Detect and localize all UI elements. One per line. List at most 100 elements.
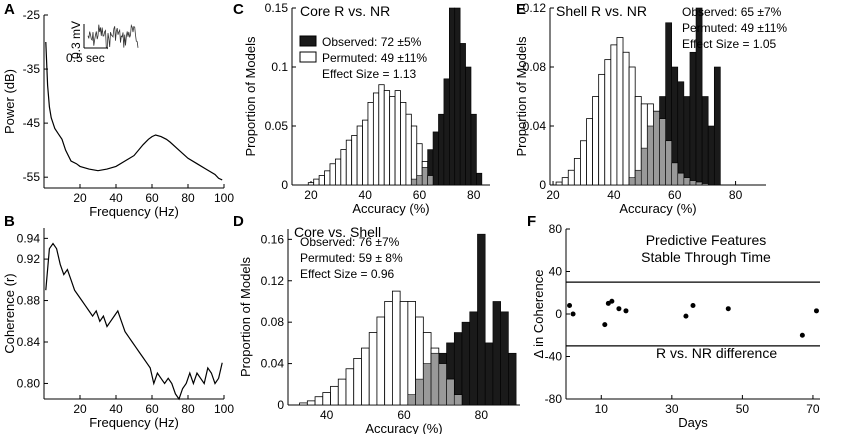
y-tick-label: 0.05 (265, 119, 289, 133)
legend-label-permuted: Permuted: 59 ± 8% (300, 251, 403, 265)
x-tick-label: 20 (73, 191, 87, 205)
overlap-bar (665, 140, 672, 186)
panel-letter-F: F (527, 213, 536, 230)
inset-trace (87, 24, 139, 50)
observed-bar (683, 96, 691, 186)
panel-E-chart: 20 40 60 80 0 0.04 0.08 0.12 Accuracy (%) Proport… (514, 1, 787, 216)
data-point (813, 308, 819, 314)
y-tick-label: 0.92 (17, 252, 41, 266)
y-tick-label: 80 (549, 222, 563, 236)
permuted-bar (299, 402, 308, 406)
threshold-label: R vs. NR difference (656, 345, 777, 361)
y-tick-label: -80 (545, 392, 563, 406)
x-axis-label: Accuracy (%) (619, 201, 696, 216)
y-tick-label: 0.04 (261, 357, 285, 371)
chart-title-line: Stable Through Time (641, 249, 771, 265)
overlap-bar (659, 118, 666, 186)
y-tick-label: 0.15 (265, 1, 289, 15)
observed-bar (432, 131, 439, 186)
legend-label-observed: Observed: 65 ±7% (682, 5, 782, 19)
permuted-bar (307, 182, 315, 186)
legend-swatch-observed (299, 35, 317, 47)
data-point (602, 322, 608, 328)
overlap-bar (628, 177, 636, 186)
x-tick-label: 40 (359, 188, 373, 202)
x-tick-label: 80 (467, 188, 481, 202)
y-tick-label: -25 (23, 8, 41, 22)
panel-A-chart: 20 40 60 80 100 -25 -35 -45 -55 Frequency (Hz) Pow… (2, 8, 234, 219)
permuted-bar (410, 125, 418, 186)
permuted-bar (604, 59, 612, 186)
x-tick-label: 40 (109, 402, 123, 416)
scale-time-label: 0.5 sec (66, 51, 105, 65)
overlap-bar (671, 162, 679, 186)
x-tick-label: 80 (181, 402, 195, 416)
overlap-bar (701, 183, 709, 186)
observed-bar (701, 96, 709, 186)
observed-bar (508, 352, 517, 406)
y-tick-label: -55 (23, 170, 41, 184)
permuted-bar (372, 92, 380, 186)
effect-size-label: Effect Size = 1.13 (322, 67, 416, 81)
panel-F-chart: 10 30 50 70 -80 -40 0 40 80 Days Δ in Coherence Pre… (531, 222, 820, 430)
y-tick-label: 0.04 (523, 119, 547, 133)
permuted-bar (322, 392, 331, 406)
y-tick-label: 0.16 (261, 232, 285, 246)
y-tick-label: 0.80 (17, 376, 41, 390)
permuted-bar (598, 73, 606, 186)
x-tick-label: 40 (607, 188, 621, 202)
effect-size-label: Effect Size = 1.05 (682, 37, 776, 51)
permuted-bar (394, 90, 401, 186)
permuted-bar (356, 125, 363, 186)
overlap-bar (689, 180, 697, 186)
observed-bar (713, 66, 721, 186)
panel-letter-A: A (4, 1, 15, 18)
permuted-bar (383, 90, 391, 186)
overlap-bar (634, 169, 642, 186)
observed-bar (500, 311, 509, 406)
y-axis-label: Proportion of Models (238, 257, 253, 377)
permuted-bar (567, 169, 575, 186)
chart-title: Shell R vs. NR (556, 3, 647, 19)
y-tick-label: 0 (539, 178, 546, 192)
y-axis-label: Proportion of Models (514, 36, 529, 156)
y-tick-label: 0 (281, 178, 288, 192)
x-tick-label: 10 (595, 402, 609, 416)
panel-letter-C: C (233, 1, 244, 18)
x-tick-label: 100 (214, 402, 234, 416)
x-axis-label: Frequency (Hz) (89, 415, 179, 430)
permuted-bar (345, 368, 355, 406)
permuted-bar (561, 177, 569, 186)
panel-letter-D: D (233, 213, 244, 230)
legend-label-observed: Observed: 72 ±5% (322, 35, 422, 49)
y-tick-label: 0.94 (17, 231, 41, 245)
overlap-bar (647, 125, 654, 186)
x-tick-label: 20 (73, 402, 87, 416)
x-tick-label: 80 (729, 188, 743, 202)
data-point (683, 313, 689, 319)
observed-bar (707, 125, 715, 186)
x-tick-label: 60 (397, 408, 411, 422)
permuted-bar (378, 84, 385, 186)
legend-label-permuted: Permuted: 49 ±11% (682, 21, 787, 35)
x-axis-label: Days (678, 415, 708, 430)
permuted-bar (622, 51, 630, 186)
y-tick-label: 0.12 (261, 274, 285, 288)
x-tick-label: 60 (668, 188, 682, 202)
observed-bar (465, 66, 472, 186)
overlap-bar (695, 181, 703, 186)
y-tick-label: 0 (277, 398, 284, 412)
data-point (609, 298, 615, 304)
observed-bar (689, 51, 697, 186)
x-tick-label: 50 (736, 402, 750, 416)
permuted-bar (610, 44, 618, 186)
observed-bar (449, 7, 456, 186)
overlap-bar (416, 175, 423, 186)
permuted-bar (330, 385, 339, 406)
observed-bar (477, 233, 486, 406)
data-point (570, 311, 576, 317)
permuted-bar (616, 37, 624, 186)
overlap-bar (446, 378, 455, 406)
overlap-bar (427, 175, 434, 186)
